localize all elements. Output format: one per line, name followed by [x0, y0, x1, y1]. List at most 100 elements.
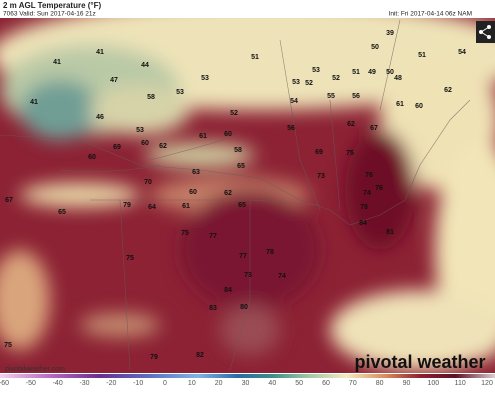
station-temp: 69 [113, 144, 121, 151]
station-temp: 79 [123, 202, 131, 209]
station-temp: 70 [144, 179, 152, 186]
station-temp: 62 [347, 121, 355, 128]
station-temp: 55 [327, 93, 335, 100]
station-temp: 58 [234, 147, 242, 154]
colorbar-tick-label: 40 [268, 380, 276, 387]
station-temp: 75 [4, 342, 12, 349]
station-temp: 62 [224, 190, 232, 197]
colorbar-ticks: -60 -50 -40 -30 -20 -10 0 10 20 30 40 50 60 70 80 90 100… [0, 380, 493, 387]
station-temp: 52 [230, 110, 238, 117]
station-temp: 50 [371, 44, 379, 51]
colorbar-tick-label: 70 [349, 380, 357, 387]
station-temp: 63 [192, 169, 200, 176]
colorbar-tick-label: 80 [376, 380, 384, 387]
station-temp: 67 [5, 197, 13, 204]
station-temp: 50 [386, 69, 394, 76]
station-temp: 75 [181, 230, 189, 237]
station-temp: 73 [317, 173, 325, 180]
temperature-field [0, 18, 495, 373]
valid-time: 7063 Valid: Sun 2017-04-16 21z [3, 11, 96, 18]
station-temp: 67 [370, 125, 378, 132]
colorbar-tick-label: -60 [0, 380, 9, 387]
station-temp: 52 [332, 75, 340, 82]
station-temp: 54 [290, 98, 298, 105]
station-temp: 51 [352, 69, 360, 76]
station-temp: 53 [292, 79, 300, 86]
station-temp: 41 [53, 59, 61, 66]
station-temp: 84 [224, 287, 232, 294]
station-temp: 84 [359, 220, 367, 227]
station-temp: 83 [209, 305, 217, 312]
station-temp: 51 [418, 52, 426, 59]
station-temp: 65 [58, 209, 66, 216]
station-temp: 77 [239, 253, 247, 260]
station-temp: 47 [110, 77, 118, 84]
header-bar [0, 0, 495, 18]
title: 2 m AGL Temperature (°F) [3, 1, 102, 10]
station-temp: 77 [209, 233, 217, 240]
colorbar [0, 374, 495, 378]
colorbar-tick-label: 110 [455, 380, 466, 387]
station-temp: 61 [199, 133, 207, 140]
station-temp: 81 [386, 229, 394, 236]
station-temp: 41 [30, 99, 38, 106]
colorbar-tick-label: 100 [427, 380, 439, 387]
stations: 39 50 54 51 50 49 51 52 53 52 53 54 55 56 51 53 53 44 47 41… [4, 30, 466, 361]
station-temp: 60 [415, 103, 423, 110]
station-temp: 64 [148, 204, 156, 211]
station-temp: 60 [189, 189, 197, 196]
station-temp: 53 [136, 127, 144, 134]
colorbar-tick-label: 50 [295, 380, 303, 387]
station-temp: 75 [346, 150, 354, 157]
colorbar-tick-label: -10 [133, 380, 143, 387]
station-temp: 65 [238, 202, 246, 209]
station-temp: 78 [266, 249, 274, 256]
station-temp: 62 [159, 143, 167, 150]
station-temp: 60 [224, 131, 232, 138]
share-button[interactable] [476, 21, 495, 43]
station-temp: 80 [240, 304, 248, 311]
station-temp: 74 [363, 190, 371, 197]
station-temp: 52 [305, 80, 313, 87]
station-temp: 53 [312, 67, 320, 74]
station-temp: 82 [196, 352, 204, 359]
station-temp: 76 [375, 185, 383, 192]
station-temp: 48 [394, 75, 402, 82]
station-temp: 61 [396, 101, 404, 108]
station-temp: 76 [365, 172, 373, 179]
colorbar-tick-label: 0 [163, 380, 167, 387]
colorbar-tick-label: 90 [403, 380, 411, 387]
station-temp: 49 [368, 69, 376, 76]
colorbar-tick-label: -20 [106, 380, 116, 387]
station-temp: 79 [150, 354, 158, 361]
station-temp: 53 [176, 89, 184, 96]
station-temp: 56 [352, 93, 360, 100]
station-temp: 61 [182, 203, 190, 210]
colorbar-tick-label: 120 [481, 380, 493, 387]
station-temp: 60 [141, 140, 149, 147]
colorbar-tick-label: -30 [79, 380, 89, 387]
station-temp: 54 [458, 49, 466, 56]
station-temp: 75 [126, 255, 134, 262]
station-temp: 41 [96, 49, 104, 56]
station-temp: 78 [360, 204, 368, 211]
station-temp: 56 [287, 125, 295, 132]
site-url: pivotalweather.com [5, 366, 65, 373]
colorbar-tick-label: -40 [53, 380, 63, 387]
colorbar-tick-label: 10 [188, 380, 196, 387]
colorbar-tick-label: -50 [26, 380, 36, 387]
station-temp: 73 [244, 272, 252, 279]
station-temp: 69 [315, 149, 323, 156]
station-temp: 62 [444, 87, 452, 94]
colorbar-tick-label: 60 [322, 380, 330, 387]
station-temp: 44 [141, 62, 149, 69]
station-temp: 58 [147, 94, 155, 101]
colorbar-tick-label: 30 [242, 380, 250, 387]
station-temp: 65 [237, 163, 245, 170]
station-temp: 60 [88, 154, 96, 161]
station-temp: 39 [386, 30, 394, 37]
brand-watermark: pivotal weather [354, 352, 485, 372]
init-time: Init: Fri 2017-04-14 06z NAM [389, 11, 472, 18]
